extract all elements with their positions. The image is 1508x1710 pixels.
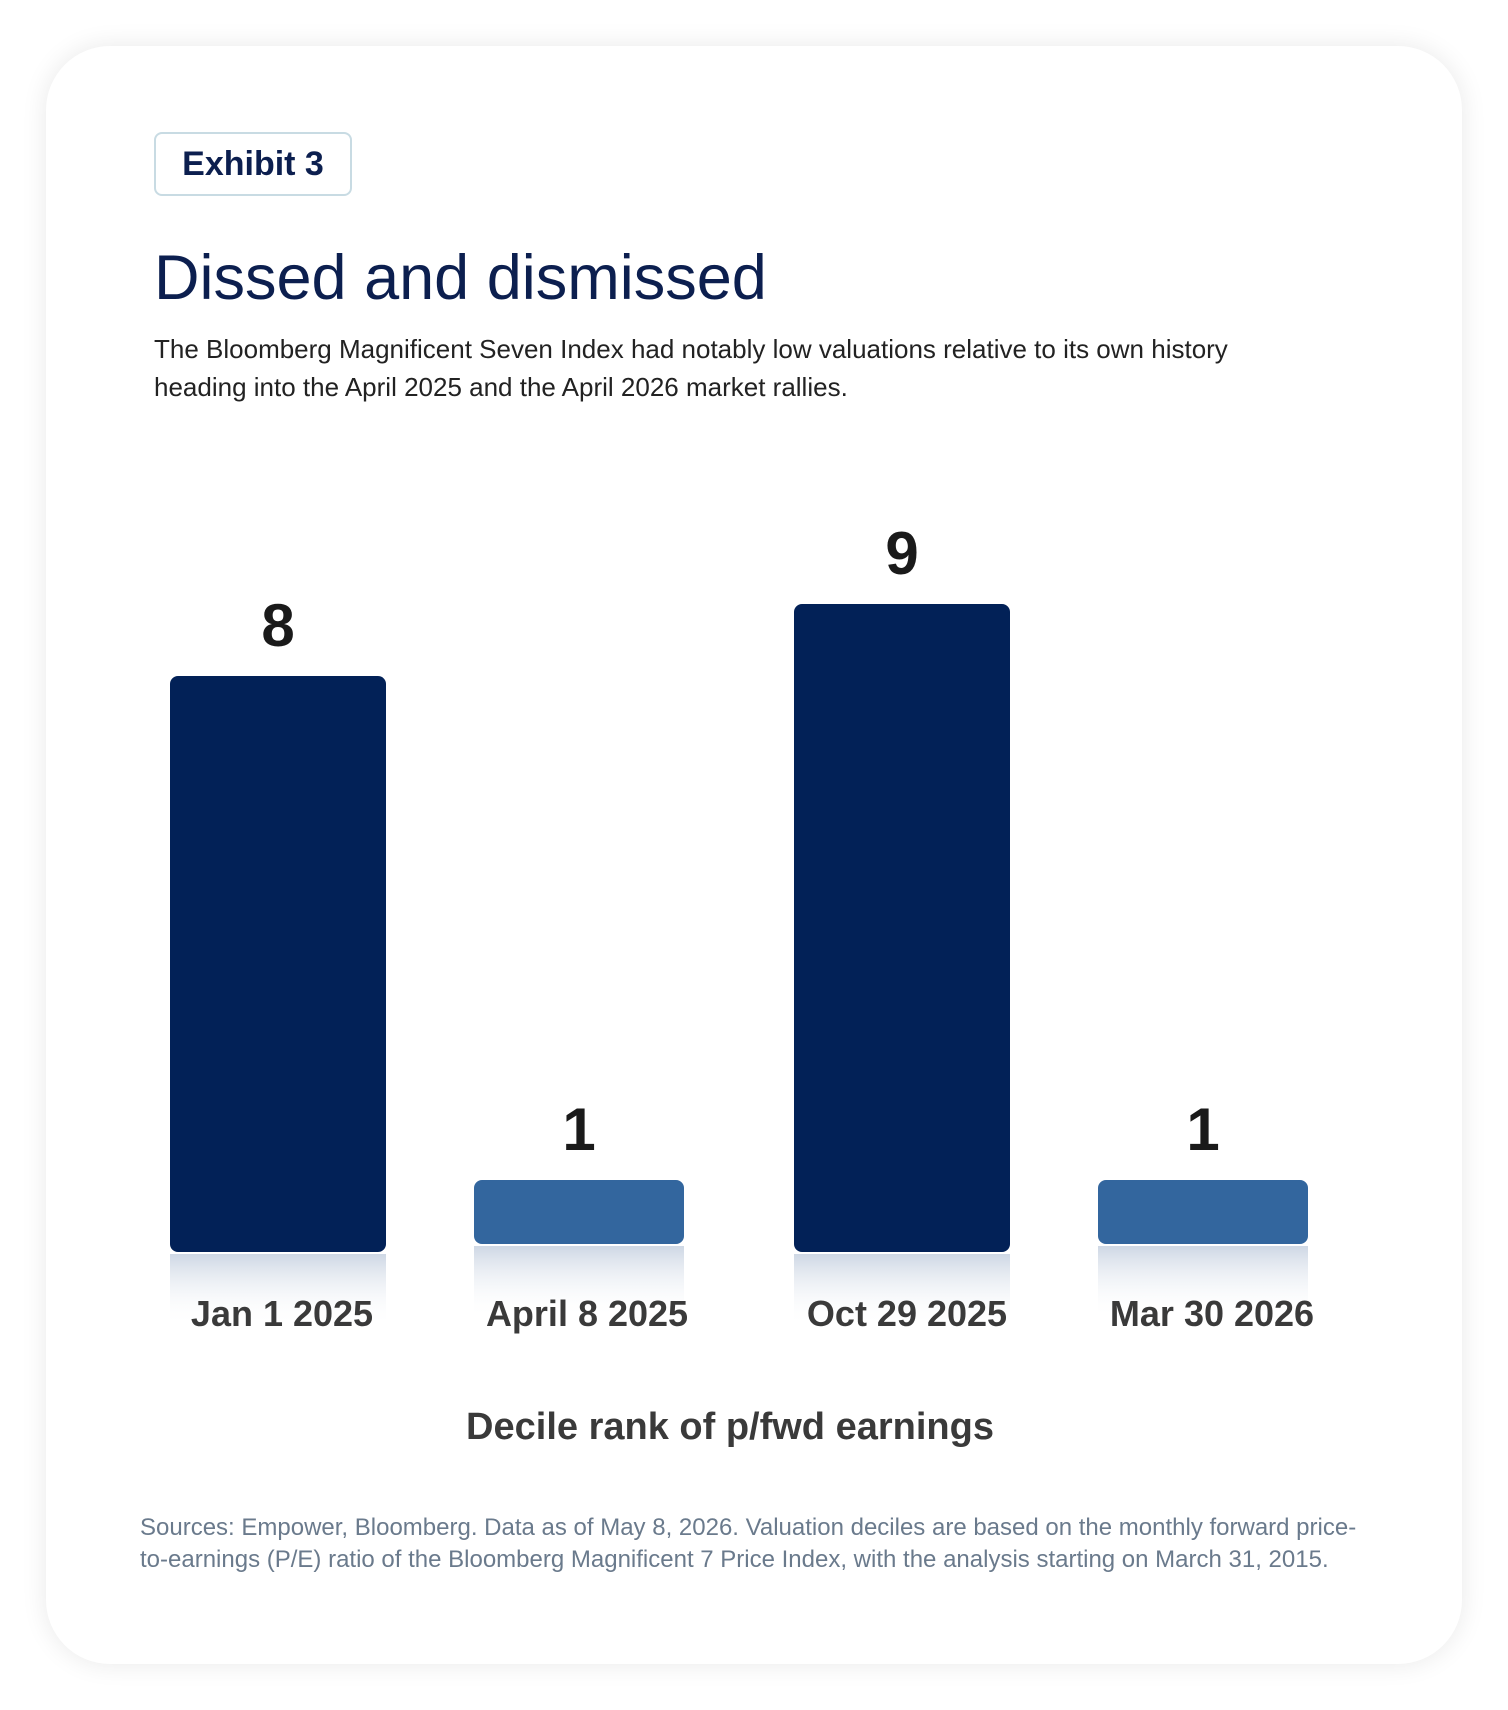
bar-2 (474, 1180, 684, 1244)
bar-reflection (474, 1246, 684, 1318)
chart-title: Dissed and dismissed (154, 243, 767, 313)
bar-value-label: 9 (885, 520, 918, 587)
bar-4 (1098, 1180, 1308, 1244)
exhibit-badge: Exhibit 3 (154, 132, 352, 196)
category-label: April 8 2025 (486, 1293, 688, 1334)
bar-value-label: 1 (562, 1096, 595, 1163)
x-axis-label: Decile rank of p/fwd earnings (466, 1406, 994, 1448)
category-label: Mar 30 2026 (1110, 1293, 1314, 1334)
bar-1 (170, 676, 386, 1252)
bar-reflection (1098, 1246, 1308, 1318)
sources-note: Sources: Empower, Bloomberg. Data as of … (140, 1514, 1357, 1573)
bar-value-label: 1 (1186, 1096, 1219, 1163)
bar-3 (794, 604, 1010, 1252)
category-label: Oct 29 2025 (807, 1293, 1007, 1334)
bar-reflection (170, 1254, 386, 1326)
category-label: Jan 1 2025 (191, 1293, 373, 1334)
bar-reflection (794, 1254, 1010, 1326)
chart-subtitle: The Bloomberg Magnificent Seven Index ha… (154, 334, 1228, 402)
bar-value-label: 8 (261, 592, 294, 659)
